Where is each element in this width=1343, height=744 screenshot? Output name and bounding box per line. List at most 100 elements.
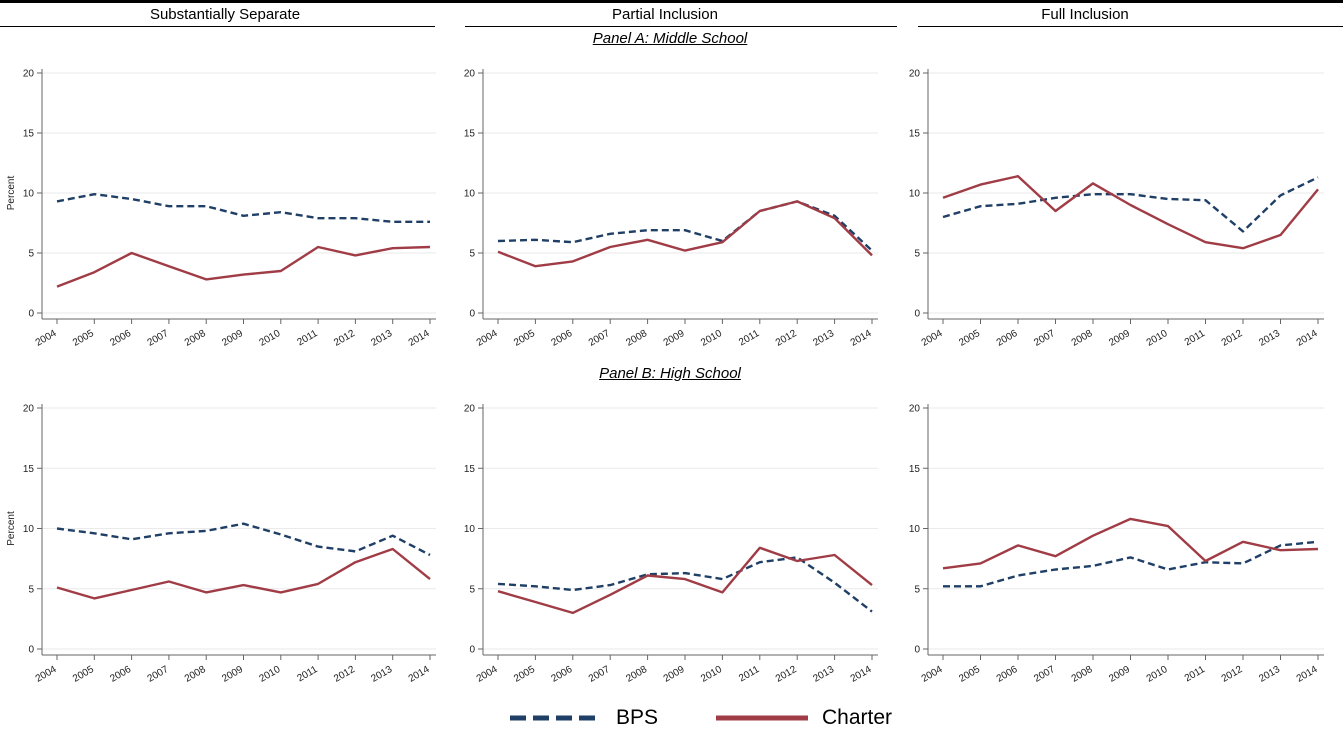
legend-label-bps: BPS — [616, 706, 659, 729]
chart-3-xtick-label: 2009 — [1107, 328, 1132, 349]
chart-2-ytick-label: 0 — [469, 309, 475, 320]
chart-1-xtick-label: 2005 — [71, 328, 96, 349]
chart-6-xtick-label: 2007 — [1032, 664, 1057, 685]
chart-4-xtick-label: 2012 — [332, 664, 357, 685]
chart-2-xtick-label: 2011 — [737, 328, 762, 348]
chart-6-ytick-label: 15 — [909, 464, 921, 475]
top-rule — [0, 0, 1343, 3]
chart-3-xtick-label: 2014 — [1295, 328, 1320, 349]
chart-4-xtick-label: 2004 — [34, 664, 59, 685]
chart-1-ytick-label: 5 — [28, 249, 34, 260]
chart-4-ytick-label: 20 — [23, 404, 35, 415]
chart-3-xtick-label: 2013 — [1257, 328, 1282, 349]
chart-3-xtick-label: 2005 — [957, 328, 982, 349]
chart-5-xtick-label: 2012 — [774, 664, 799, 685]
chart-5-xtick-label: 2010 — [699, 664, 724, 685]
chart-2-series-bps — [497, 200, 873, 252]
chart-6-xtick-label: 2014 — [1295, 664, 1320, 685]
chart-1-xtick-label: 2013 — [369, 328, 394, 349]
chart-6-xtick-label: 2004 — [920, 664, 945, 685]
column-header-substantially-separate: Substantially Separate — [149, 6, 301, 23]
chart-4-ytick-label: 0 — [28, 645, 34, 656]
chart-1-series-bps — [56, 192, 430, 224]
chart-6-ytick-label: 5 — [914, 584, 920, 595]
chart-6-xtick-label: 2012 — [1220, 664, 1245, 685]
chart-3-series-bps — [942, 176, 1319, 233]
column-rule-2 — [465, 26, 897, 27]
chart-6-xtick-label: 2013 — [1257, 664, 1282, 685]
chart-3-xtick-label: 2006 — [995, 328, 1020, 349]
chart-3-xtick-label: 2011 — [1183, 328, 1208, 348]
chart-4-ytick-label: 5 — [28, 584, 34, 595]
chart-4-xtick-label: 2005 — [71, 664, 96, 685]
chart-2-series-charter — [497, 200, 873, 268]
chart-3-ytick-label: 10 — [909, 189, 921, 200]
chart-1-xtick-label: 2010 — [258, 328, 283, 349]
chart-2-xtick-label: 2008 — [624, 328, 649, 349]
chart-1-ytick-label: 0 — [28, 309, 34, 320]
chart-6-xtick-label: 2010 — [1145, 664, 1170, 685]
chart-4-xtick-label: 2009 — [220, 664, 245, 685]
chart-6-series-charter — [942, 517, 1319, 570]
chart-5-series-charter — [497, 546, 873, 615]
chart-4-ylabel: Percent — [6, 511, 17, 546]
chart-3-ytick-label: 20 — [909, 69, 921, 80]
chart-2-xtick-label: 2009 — [662, 328, 687, 349]
chart-6-ytick-label: 20 — [909, 404, 921, 415]
chart-6-xtick-label: 2006 — [995, 664, 1020, 685]
column-header-partial-inclusion: Partial Inclusion — [612, 6, 718, 23]
column-header-full-inclusion: Full Inclusion — [1041, 6, 1129, 23]
chart-5-ytick-label: 0 — [469, 645, 475, 656]
chart-3-ytick-label: 15 — [909, 129, 921, 140]
chart-1-xtick-label: 2014 — [407, 328, 432, 349]
chart-2-xtick-label: 2012 — [774, 328, 799, 349]
chart-3-xtick-label: 2012 — [1220, 328, 1245, 349]
chart-5-ytick-label: 10 — [464, 524, 476, 535]
chart-2-xtick-label: 2005 — [512, 328, 537, 349]
chart-2-xtick-label: 2014 — [849, 328, 874, 349]
chart-3-xtick-label: 2004 — [920, 328, 945, 349]
legend: BPS Charter — [0, 702, 1343, 742]
chart-5-xtick-label: 2011 — [737, 664, 762, 684]
chart-5-ytick-label: 5 — [469, 584, 475, 595]
chart-1-ylabel: Percent — [6, 176, 17, 211]
chart-4-xtick-label: 2011 — [295, 664, 320, 684]
panel-a-title: Panel A: Middle School — [592, 30, 748, 47]
panel-b-title: Panel B: High School — [599, 365, 741, 382]
chart-5-ytick-label: 15 — [464, 464, 476, 475]
chart-1-xtick-label: 2012 — [332, 328, 357, 349]
chart-5-xtick-label: 2007 — [587, 664, 612, 685]
chart-1-xtick-label: 2009 — [220, 328, 245, 349]
chart-3-ytick-label: 5 — [914, 249, 920, 260]
chart-3-ytick-label: 0 — [914, 309, 920, 320]
chart-3-xtick-label: 2008 — [1070, 328, 1095, 349]
legend-item-bps: BPS — [508, 706, 658, 730]
chart-2-ytick-label: 5 — [469, 249, 475, 260]
chart-4-series-charter — [56, 547, 431, 600]
chart-5-xtick-label: 2008 — [624, 664, 649, 685]
chart-2-xtick-label: 2013 — [811, 328, 836, 349]
chart-4-xtick-label: 2006 — [108, 664, 133, 685]
chart-4-ytick-label: 15 — [23, 464, 35, 475]
chart-4-xtick-label: 2013 — [369, 664, 394, 685]
chart-5-xtick-label: 2013 — [811, 664, 836, 685]
chart-6-series-bps — [943, 540, 1319, 588]
chart-4-xtick-label: 2007 — [146, 664, 171, 685]
chart-1-ytick-label: 20 — [23, 69, 35, 80]
chart-1-xtick-label: 2006 — [108, 328, 133, 349]
chart-6-ytick-label: 10 — [909, 524, 921, 535]
chart-2-xtick-label: 2004 — [475, 328, 500, 349]
chart-1-xtick-label: 2007 — [146, 328, 171, 349]
chart-2-xtick-label: 2007 — [587, 328, 612, 349]
chart-5-ytick-label: 20 — [464, 404, 476, 415]
legend-label-charter: Charter — [822, 706, 893, 729]
chart-3-series-charter — [942, 174, 1319, 250]
chart-2-ytick-label: 10 — [464, 189, 476, 200]
legend-swatch-charter — [716, 715, 808, 721]
chart-6-xtick-label: 2005 — [957, 664, 982, 685]
legend-item-charter: Charter — [714, 706, 892, 730]
chart-6-xtick-label: 2009 — [1107, 664, 1132, 685]
column-rule-3 — [918, 26, 1343, 27]
chart-1-xtick-label: 2004 — [34, 328, 59, 349]
